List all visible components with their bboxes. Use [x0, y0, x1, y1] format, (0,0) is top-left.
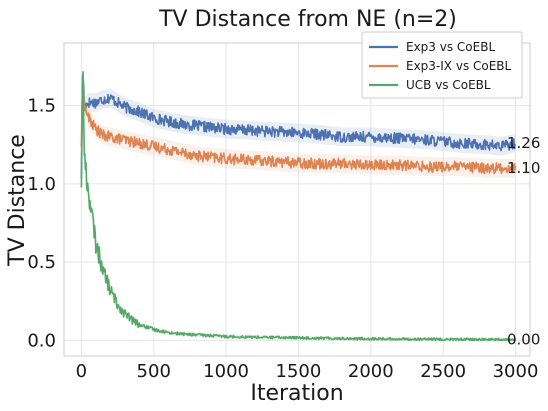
- legend-label: Exp3 vs CoEBL: [406, 40, 495, 54]
- band-layer: [81, 64, 516, 342]
- series-end-label: 1.10: [507, 159, 540, 177]
- y-tick-label: 0.5: [27, 252, 56, 273]
- x-tick-label: 1000: [203, 361, 249, 382]
- x-tick-label: 2000: [348, 361, 394, 382]
- y-tick-label: 0.0: [27, 330, 56, 351]
- series-end-label: 1.26: [507, 134, 540, 152]
- x-tick-label: 1500: [276, 361, 322, 382]
- series-end-label: 0.00: [507, 331, 540, 349]
- legend: Exp3 vs CoEBL Exp3-IX vs CoEBL UCB vs CoEB…: [361, 31, 523, 99]
- series-band: [81, 64, 516, 186]
- tick-layer: 0 500 1000 1500 2000 2500 3000 0.0 0.5 1.0 1.5: [27, 96, 538, 382]
- x-tick-label: 500: [137, 361, 171, 382]
- legend-label: UCB vs CoEBL: [406, 78, 491, 92]
- series-line: [80, 75, 517, 179]
- chart-title: TV Distance from NE (n=2): [158, 7, 457, 32]
- series-band: [81, 71, 516, 178]
- series-band: [81, 69, 516, 342]
- y-axis-label: TV Distance: [5, 134, 30, 267]
- series-line: [80, 71, 517, 342]
- line-layer: [80, 71, 517, 342]
- series-line: [80, 84, 517, 175]
- y-tick-label: 1.5: [27, 96, 56, 117]
- y-tick-label: 1.0: [27, 174, 56, 195]
- x-tick-label: 2500: [420, 361, 466, 382]
- legend-box: [361, 31, 523, 99]
- end-label-layer: 1.26 1.10 0.00: [507, 134, 540, 349]
- plot-frame: [63, 42, 531, 357]
- x-tick-label: 3000: [493, 361, 539, 382]
- x-axis-label: Iteration: [250, 381, 343, 406]
- x-tick-label: 0: [76, 361, 87, 382]
- legend-label: Exp3-IX vs CoEBL: [406, 59, 512, 73]
